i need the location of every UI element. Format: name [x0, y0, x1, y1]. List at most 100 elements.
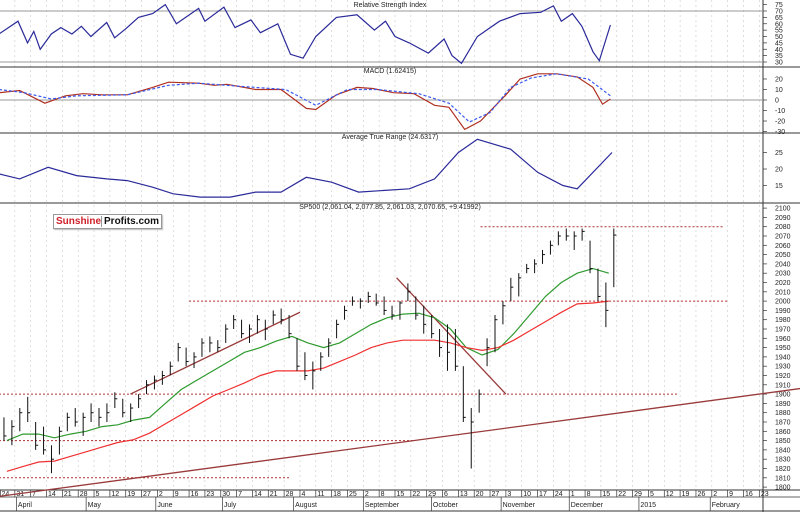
y-tick-label: -10 [775, 108, 785, 115]
short-MA-line [6, 267, 609, 442]
y-tick-label: 10 [775, 87, 783, 94]
x-tick-label: 2 [365, 491, 369, 498]
x-tick-label: 31 [16, 491, 24, 498]
x-tick-label: 14 [48, 491, 56, 498]
price-bar [27, 396, 31, 422]
y-tick-label: 55 [775, 28, 783, 35]
y-tick-label: 1880 [775, 410, 791, 417]
price-bar [58, 426, 62, 455]
x-tick-label: 23 [761, 491, 769, 498]
y-tick-label: 1930 [775, 364, 791, 371]
price-bar [3, 417, 7, 441]
price-bar [193, 352, 197, 369]
x-tick-label: 24 [2, 491, 10, 498]
price-bar [391, 305, 395, 320]
price-bar [106, 403, 110, 422]
x-tick-label: 5 [650, 491, 654, 498]
y-tick-label: 20 [775, 77, 783, 84]
y-tick-label: 1970 [775, 327, 791, 334]
month-label: August [295, 502, 317, 509]
x-tick-label: 29 [428, 491, 436, 498]
trendline-long-term-support [0, 387, 800, 497]
price-bar [35, 422, 39, 450]
price-bar [344, 305, 348, 320]
price-bar [486, 338, 490, 367]
y-tick-label: 1860 [775, 429, 791, 436]
x-tick-label: 11 [317, 491, 324, 498]
atr-title: Average True Range (24.6317) [342, 134, 438, 141]
x-tick-label: 22 [412, 491, 420, 498]
x-tick-label: 9 [729, 491, 733, 498]
month-label: July [224, 502, 237, 509]
price-bar [534, 259, 538, 274]
x-tick-label: 28 [286, 491, 294, 498]
y-tick-label: 2030 [775, 271, 791, 278]
price-bar [280, 308, 284, 325]
x-tick-label: 9 [175, 491, 179, 498]
price-bar [312, 361, 316, 390]
month-label: April [18, 502, 32, 509]
price-bar [66, 412, 70, 432]
x-tick-label: 2 [713, 491, 717, 498]
gridlines [14, 0, 760, 490]
macd-title: MACD (1.62415) [364, 68, 417, 75]
price-bar [320, 352, 324, 371]
rsi-title: Relative Strength Index [354, 2, 427, 9]
x-tick-label: 21 [64, 491, 72, 498]
price-bar [225, 324, 229, 343]
price-bar [526, 263, 530, 274]
y-tick-label: 2010 [775, 289, 791, 296]
price-bar [177, 342, 181, 362]
price-title: SP500 (2,061.04, 2,077.85, 2,061.03, 2,0… [299, 204, 481, 211]
x-tick-label: 10 [523, 491, 531, 498]
y-tick-label: 15 [775, 183, 783, 190]
price-bar [248, 324, 252, 343]
price-bar [557, 231, 561, 246]
x-tick-label: 21 [270, 491, 278, 498]
price-bar [383, 296, 387, 316]
price-bar [98, 408, 102, 427]
sunshine-profits-logo: Sunshine Profits.com [53, 214, 163, 229]
price-bar [605, 282, 609, 328]
y-tick-label: 75 [775, 2, 783, 9]
y-tick-label: 2070 [775, 234, 791, 241]
x-tick-label: 26 [697, 491, 705, 498]
price-bar [454, 329, 458, 371]
price-bar [518, 273, 522, 297]
price-bar [399, 301, 403, 320]
x-tick-label: 27 [143, 491, 151, 498]
price-bar [502, 301, 506, 325]
price-bar [288, 315, 292, 339]
y-tick-label: 1840 [775, 447, 791, 454]
x-tick-label: 19 [682, 491, 690, 498]
price-bar [431, 315, 435, 339]
trendline-declining-resistance [396, 277, 507, 395]
price-bar [359, 298, 363, 309]
price-bar [415, 296, 419, 320]
y-tick-label: 1960 [775, 336, 791, 343]
y-tick-label: 50 [775, 34, 783, 41]
y-tick-label: 35 [775, 53, 783, 60]
x-tick-label: 25 [349, 491, 357, 498]
price-bar [256, 315, 260, 334]
price-bar [542, 249, 546, 264]
price-bar [494, 315, 498, 353]
month-label: May [88, 502, 102, 509]
y-tick-label: 2000 [775, 299, 791, 306]
price-bar [74, 408, 78, 427]
price-bar [201, 338, 205, 357]
x-tick-label: 22 [618, 491, 626, 498]
price-bar [264, 319, 268, 341]
series-signal-line [0, 73, 611, 123]
price-bar [19, 408, 23, 432]
x-tick-label: 28 [80, 491, 88, 498]
price-bar [217, 340, 221, 353]
price-bar [114, 392, 118, 409]
x-tick-label: 24 [555, 491, 563, 498]
x-tick-label: 6 [444, 491, 448, 498]
x-tick-label: 12 [111, 491, 119, 498]
x-tick-label: 27 [492, 491, 500, 498]
price-bar [375, 293, 379, 306]
month-label: October [433, 502, 459, 509]
